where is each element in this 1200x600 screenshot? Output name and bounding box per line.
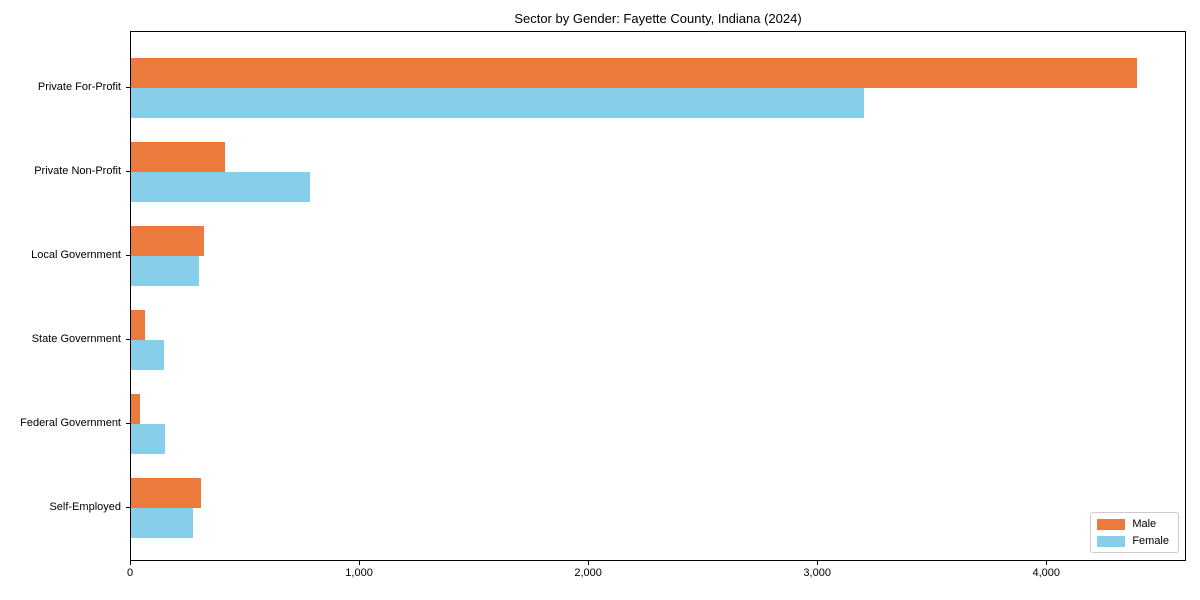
bar-male-federal-government (131, 394, 141, 424)
plot-area: Male Female (130, 31, 1186, 561)
legend-row-female: Female (1097, 535, 1169, 547)
y-tick-mark-private-for-profit (126, 87, 130, 88)
legend: Male Female (1090, 512, 1179, 553)
bar-group-local-government (131, 214, 1185, 298)
y-tick-label-private-for-profit: Private For-Profit (37, 81, 121, 93)
y-tick-mark-self-employed (126, 507, 130, 508)
bar-female-local-government (131, 256, 199, 286)
bar-group-state-government (131, 298, 1185, 382)
bar-female-state-government (131, 340, 165, 370)
bar-group-private-for-profit (131, 46, 1185, 130)
bar-male-self-employed (131, 478, 201, 508)
bar-female-federal-government (131, 424, 166, 454)
x-tick-label-4000: 4,000 (1032, 567, 1061, 579)
chart-title: Sector by Gender: Fayette County, Indian… (514, 11, 802, 26)
y-tick-mark-local-government (126, 255, 130, 256)
x-tick-label-1000: 1,000 (345, 567, 373, 579)
y-tick-mark-private-non-profit (126, 171, 130, 172)
bar-group-private-non-profit (131, 130, 1185, 214)
bar-male-state-government (131, 310, 145, 340)
x-tick-mark-2000 (588, 561, 590, 565)
y-tick-label-state-government: State Government (31, 333, 121, 345)
x-tick-label-0: 0 (126, 567, 134, 579)
bar-female-private-non-profit (131, 172, 310, 202)
bar-group-self-employed (131, 466, 1185, 550)
legend-label-female: Female (1132, 535, 1169, 547)
bar-male-local-government (131, 226, 205, 256)
x-tick-mark-0 (130, 561, 131, 565)
legend-label-male: Male (1132, 518, 1157, 530)
y-tick-label-private-non-profit: Private Non-Profit (34, 165, 121, 177)
x-tick-mark-3000 (817, 561, 819, 565)
x-tick-mark-1000 (359, 561, 361, 565)
y-tick-label-local-government: Local Government (31, 249, 121, 261)
bar-male-private-for-profit (131, 58, 1137, 88)
x-tick-mark-4000 (1046, 561, 1048, 565)
legend-row-male: Male (1097, 518, 1169, 530)
bar-female-private-for-profit (131, 88, 864, 118)
bar-male-private-non-profit (131, 142, 225, 172)
bar-female-self-employed (131, 508, 193, 538)
y-tick-mark-state-government (126, 339, 130, 340)
bar-group-federal-government (131, 382, 1185, 466)
male-swatch-icon (1097, 518, 1126, 530)
y-tick-label-federal-government: Federal Government (20, 417, 121, 429)
y-tick-label-self-employed: Self-Employed (49, 501, 121, 513)
x-tick-label-2000: 2,000 (574, 567, 602, 579)
female-swatch-icon (1097, 535, 1126, 547)
x-tick-label-3000: 3,000 (803, 567, 831, 579)
y-tick-mark-federal-government (126, 423, 130, 424)
